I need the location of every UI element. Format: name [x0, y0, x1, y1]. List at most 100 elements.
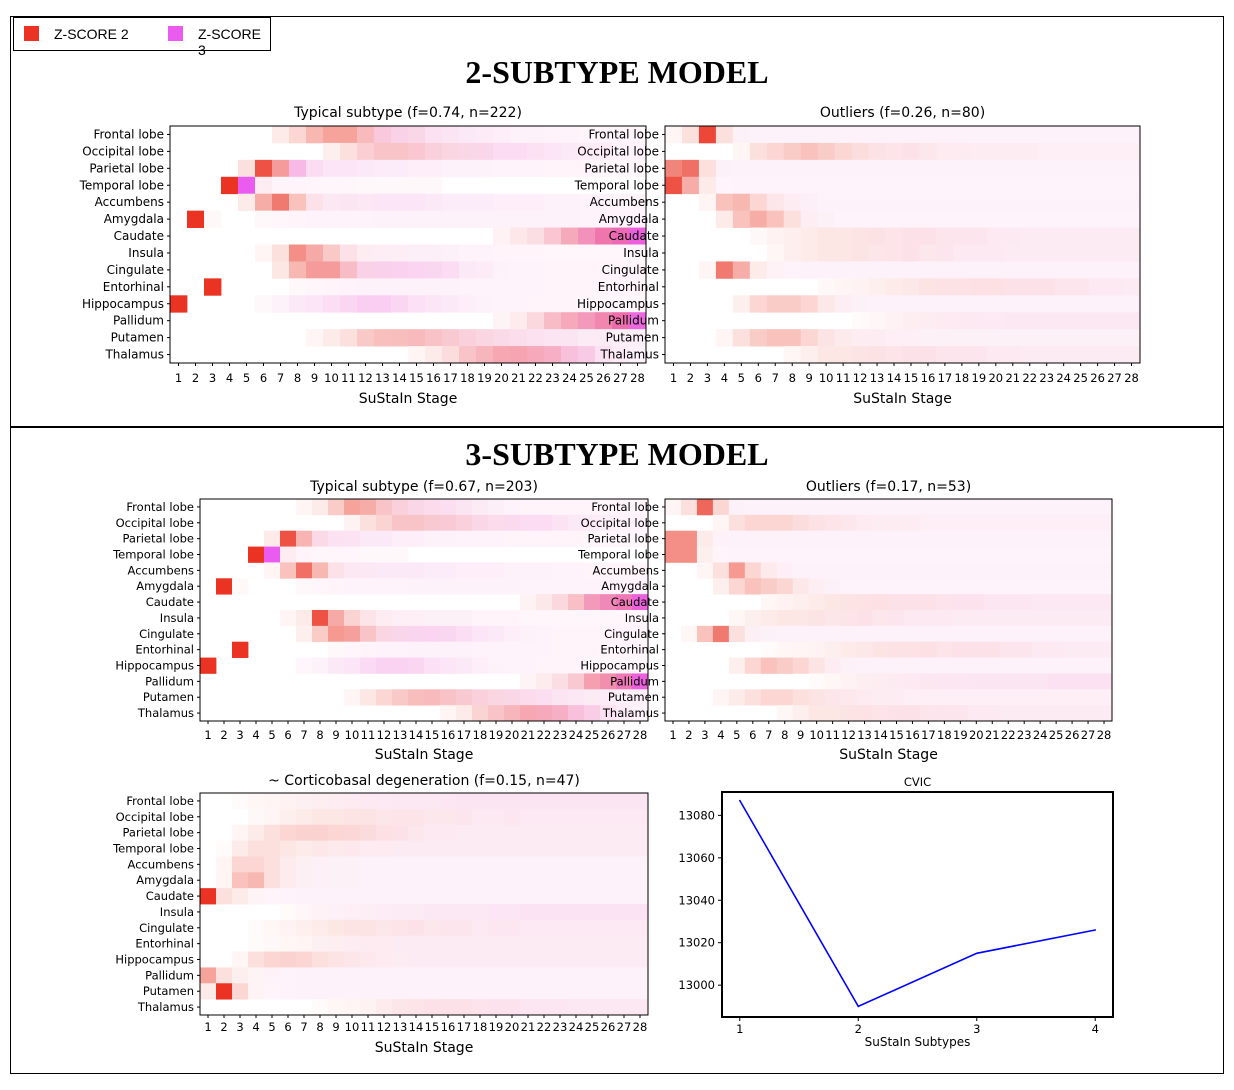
- heatmap-cell-putamen-stage-8: [312, 983, 329, 1000]
- heatmap-cell-frontal-lobe-stage-14: [408, 499, 425, 516]
- heatmap-cell-entorhinal-stage-19: [488, 935, 505, 952]
- heatmap-cell-insula-stage-16: [440, 610, 457, 627]
- heatmap-cell-amygdala-stage-9: [306, 210, 324, 228]
- heatmap-cell-putamen-stage-14: [391, 329, 409, 347]
- heatmap-cell-caudate-stage-1: [200, 888, 217, 905]
- heatmap-cell-thalamus-stage-21: [1004, 346, 1022, 364]
- heatmap-cell-insula-stage-14: [391, 244, 409, 262]
- heatmap-title: Typical subtype (f=0.74, n=222): [293, 105, 522, 121]
- heatmap-cell-occipital-lobe-stage-5: [732, 142, 751, 161]
- heatmap-cell-amygdala-stage-25: [584, 578, 601, 595]
- x-tick-label-19: 19: [489, 728, 504, 742]
- heatmap-cell-thalamus-stage-13: [392, 999, 409, 1016]
- heatmap-cell-parietal-lobe-stage-11: [824, 530, 841, 547]
- heatmap-cell-occipital-lobe-stage-10: [808, 514, 826, 532]
- heatmap-cell-amygdala-stage-13: [868, 210, 886, 228]
- heatmap-cell-hippocampus-stage-7: [272, 295, 290, 313]
- heatmap-cell-frontal-lobe-stage-19: [488, 793, 505, 810]
- heatmap-cell-pallidum-stage-26: [600, 673, 617, 690]
- heatmap-cell-hippocampus-stage-20: [493, 295, 511, 313]
- y-tick-label-temporal-lobe: Temporal lobe: [577, 548, 659, 562]
- heatmap-cell-frontal-lobe-stage-2: [681, 126, 700, 144]
- heatmap-cell-hippocampus-stage-25: [584, 657, 601, 674]
- heatmap-cell-amygdala-stage-7: [296, 578, 313, 595]
- heatmap-cell-accumbens-stage-15: [424, 562, 441, 579]
- heatmap-cell-putamen-stage-12: [851, 329, 869, 347]
- heatmap-cell-caudate-stage-22: [1000, 594, 1017, 611]
- heatmap-cell-thalamus-stage-26: [600, 705, 617, 722]
- heatmap-cell-entorhinal-stage-28: [632, 935, 649, 952]
- heatmap-cell-entorhinal-stage-22: [536, 935, 553, 952]
- heatmap-cell-hippocampus-stage-17: [456, 657, 473, 674]
- heatmap-cell-pallidum-stage-20: [987, 312, 1005, 330]
- heatmap-cell-frontal-lobe-stage-27: [1106, 126, 1124, 144]
- heatmap-cell-cingulate-stage-13: [856, 625, 873, 643]
- heatmap-cell-hippocampus-stage-24: [1055, 295, 1073, 313]
- heatmap-cell-putamen-stage-16: [425, 329, 443, 347]
- heatmap-cell-parietal-lobe-stage-28: [632, 824, 649, 841]
- heatmap-cell-pallidum-stage-13: [868, 312, 886, 330]
- heatmap-cell-entorhinal-stage-27: [1106, 278, 1124, 296]
- y-tick-label-amygdala: Amygdala: [601, 579, 659, 593]
- heatmap-cell-hippocampus-stage-7: [296, 951, 313, 968]
- heatmap-cell-insula-stage-13: [868, 244, 886, 262]
- heatmap-cell-accumbens-stage-15: [424, 856, 441, 873]
- y-tick-label-parietal-lobe: Parietal lobe: [123, 532, 194, 546]
- x-tick-label-23: 23: [1017, 728, 1032, 742]
- heatmap-cell-thalamus-stage-22: [1000, 705, 1017, 722]
- x-axis-label: SuStaIn Stage: [359, 391, 458, 407]
- x-tick-label-6: 6: [284, 728, 291, 742]
- heatmap-cell-frontal-lobe-stage-7: [766, 126, 785, 144]
- heatmap-cell-insula-stage-24: [561, 244, 579, 262]
- heatmap-cell-amygdala-stage-17: [456, 578, 473, 595]
- heatmap-cell-entorhinal-stage-21: [1004, 278, 1022, 296]
- heatmap-cell-frontal-lobe-stage-5: [728, 499, 746, 516]
- heatmap-cell-accumbens-stage-13: [856, 562, 873, 579]
- heatmap-cell-occipital-lobe-stage-17: [920, 514, 937, 532]
- heatmap-cell-accumbens-stage-19: [488, 562, 505, 579]
- heatmap-cell-frontal-lobe-stage-8: [312, 793, 329, 810]
- heatmap-cell-parietal-lobe-stage-4: [248, 824, 265, 841]
- heatmap-cell-thalamus-stage-20: [504, 705, 521, 722]
- heatmap-cell-hippocampus-stage-14: [408, 657, 425, 674]
- x-axis-label: SuStaIn Stage: [853, 391, 952, 407]
- y-tick-label-accumbens: Accumbens: [128, 857, 194, 871]
- heatmap-cell-cingulate-stage-15: [902, 261, 920, 279]
- heatmap-cell-frontal-lobe-stage-12: [376, 499, 393, 516]
- heatmap-cell-amygdala-stage-8: [289, 210, 307, 228]
- heatmap-cell-frontal-lobe-stage-21: [984, 499, 1001, 516]
- x-tick-label-22: 22: [1001, 728, 1016, 742]
- heatmap-cell-temporal-lobe-stage-5: [238, 176, 256, 195]
- heatmap-cell-accumbens-stage-20: [504, 562, 521, 579]
- heatmap-cell-amygdala-stage-11: [824, 578, 841, 595]
- heatmap-cell-occipital-lobe-stage-16: [440, 808, 457, 826]
- heatmap-cell-parietal-lobe-stage-21: [520, 530, 537, 547]
- heatmap-cell-temporal-lobe-stage-22: [1000, 546, 1017, 563]
- heatmap-cell-cingulate-stage-20: [504, 919, 521, 937]
- x-tick-label-17: 17: [938, 371, 953, 385]
- heatmap-cell-entorhinal-stage-17: [920, 641, 937, 658]
- heatmap-cell-parietal-lobe-stage-21: [984, 530, 1001, 547]
- heatmap-cell-parietal-lobe-stage-13: [856, 530, 873, 547]
- heatmap-cell-entorhinal-stage-3: [204, 278, 222, 296]
- heatmap-cell-cingulate-stage-14: [872, 625, 889, 643]
- heatmap-cell-putamen-stage-22: [536, 983, 553, 1000]
- heatmap-cell-cingulate-stage-15: [424, 625, 441, 643]
- heatmap-cell-amygdala-stage-14: [872, 578, 889, 595]
- heatmap-cell-hippocampus-stage-27: [616, 657, 633, 674]
- heatmap-cell-insula-stage-24: [568, 610, 585, 627]
- heatmap-cell-thalamus-stage-26: [1089, 346, 1107, 364]
- cvic-point-1: [738, 799, 741, 802]
- heatmap-cell-entorhinal-stage-5: [264, 935, 281, 952]
- heatmap-cell-frontal-lobe-stage-11: [360, 499, 377, 516]
- heatmap-cell-hippocampus-stage-19: [488, 657, 505, 674]
- heatmap-cell-temporal-lobe-stage-5: [732, 176, 751, 195]
- heatmap-cell-caudate-stage-16: [919, 227, 937, 245]
- heatmap-cell-frontal-lobe-stage-27: [1080, 499, 1097, 516]
- heatmap-cell-amygdala-stage-16: [919, 210, 937, 228]
- heatmap-cell-putamen-stage-26: [600, 689, 617, 706]
- x-tick-label-22: 22: [528, 371, 543, 385]
- heatmap-cell-temporal-lobe-stage-19: [488, 840, 505, 857]
- heatmap-cell-amygdala-stage-9: [792, 578, 810, 595]
- heatmap-cell-thalamus-stage-15: [408, 346, 426, 364]
